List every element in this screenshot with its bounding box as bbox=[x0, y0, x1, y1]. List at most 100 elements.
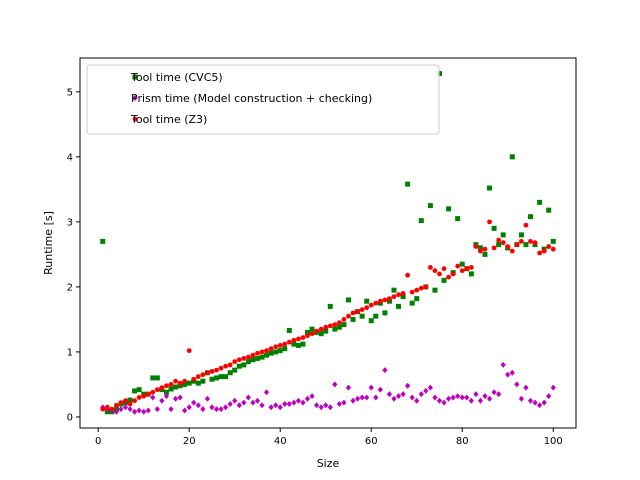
data-point bbox=[259, 349, 265, 355]
data-point bbox=[291, 341, 297, 347]
data-point bbox=[145, 391, 151, 397]
data-point bbox=[123, 398, 128, 404]
data-point bbox=[318, 404, 324, 411]
data-point bbox=[218, 365, 224, 371]
data-point bbox=[241, 399, 247, 406]
data-point bbox=[291, 399, 297, 406]
data-point bbox=[528, 238, 533, 244]
data-point bbox=[541, 399, 547, 406]
x-tick-label: 20 bbox=[183, 436, 196, 447]
data-point bbox=[373, 394, 379, 401]
data-point bbox=[204, 395, 211, 402]
data-point bbox=[473, 391, 479, 398]
data-point bbox=[405, 382, 411, 389]
data-point bbox=[245, 394, 251, 401]
data-point bbox=[286, 400, 292, 407]
data-point bbox=[286, 327, 292, 333]
data-point bbox=[168, 406, 174, 413]
data-point bbox=[341, 317, 347, 322]
data-point bbox=[518, 395, 524, 402]
data-point bbox=[409, 289, 415, 295]
data-point bbox=[163, 389, 169, 395]
data-point bbox=[518, 238, 524, 244]
data-point bbox=[409, 300, 415, 306]
data-point bbox=[245, 359, 251, 365]
plot-frame bbox=[79, 57, 577, 429]
data-point bbox=[509, 248, 515, 254]
data-point bbox=[250, 352, 256, 358]
data-point bbox=[468, 271, 474, 277]
data-point bbox=[277, 343, 283, 348]
data-point bbox=[214, 367, 219, 373]
data-point bbox=[277, 348, 283, 354]
data-point bbox=[368, 302, 374, 308]
data-point bbox=[546, 244, 552, 249]
data-point bbox=[118, 406, 124, 413]
data-point bbox=[227, 370, 233, 376]
data-point bbox=[368, 384, 374, 391]
data-point bbox=[327, 303, 333, 309]
data-point bbox=[527, 397, 534, 404]
data-point bbox=[236, 363, 242, 369]
data-point bbox=[200, 406, 206, 413]
data-point bbox=[223, 404, 229, 411]
data-point bbox=[382, 367, 388, 374]
legend: Tool time (CVC5) Prism time (Model constr… bbox=[86, 64, 440, 135]
data-point bbox=[241, 362, 247, 368]
data-point bbox=[218, 374, 224, 380]
data-point bbox=[136, 407, 142, 414]
data-point bbox=[168, 382, 174, 387]
data-point bbox=[232, 367, 238, 373]
data-point bbox=[550, 246, 556, 252]
data-point bbox=[487, 185, 493, 191]
series-3 bbox=[100, 219, 556, 412]
legend-entry-label: Prism time (Model construction + checkin… bbox=[131, 92, 372, 105]
data-point bbox=[195, 380, 201, 386]
data-point bbox=[491, 245, 497, 251]
data-point bbox=[191, 399, 197, 406]
data-point bbox=[423, 387, 429, 394]
data-point bbox=[364, 394, 370, 401]
data-point bbox=[114, 402, 119, 408]
data-point bbox=[523, 222, 529, 228]
data-point bbox=[127, 401, 133, 407]
data-point bbox=[195, 374, 201, 380]
legend-marker bbox=[132, 95, 138, 101]
data-point bbox=[132, 398, 138, 404]
data-point bbox=[182, 407, 188, 414]
data-point bbox=[523, 384, 529, 391]
data-point bbox=[223, 374, 229, 380]
data-point bbox=[368, 318, 374, 324]
data-point bbox=[273, 402, 279, 409]
data-point bbox=[332, 322, 338, 328]
data-point bbox=[295, 397, 302, 404]
data-point bbox=[455, 263, 461, 269]
data-point bbox=[345, 297, 351, 303]
data-point bbox=[336, 400, 342, 407]
data-point bbox=[537, 199, 543, 205]
data-point bbox=[477, 397, 484, 404]
data-point bbox=[491, 225, 497, 231]
data-point bbox=[241, 356, 247, 361]
data-point bbox=[441, 399, 447, 406]
data-point bbox=[432, 287, 438, 293]
data-point bbox=[127, 397, 133, 403]
data-point bbox=[159, 397, 165, 404]
data-point bbox=[268, 350, 274, 356]
data-point bbox=[414, 397, 420, 404]
data-point bbox=[127, 406, 133, 413]
data-point bbox=[218, 406, 224, 413]
data-point bbox=[232, 397, 238, 404]
data-point bbox=[382, 310, 388, 316]
y-tick-label: 3 bbox=[67, 217, 73, 228]
data-point bbox=[295, 342, 301, 348]
data-point bbox=[536, 402, 543, 409]
data-point bbox=[209, 369, 215, 374]
data-point bbox=[177, 380, 183, 386]
data-point bbox=[109, 406, 115, 412]
data-point bbox=[432, 394, 438, 401]
data-point bbox=[427, 384, 433, 391]
data-point bbox=[400, 391, 406, 398]
data-point bbox=[113, 408, 120, 415]
data-point bbox=[214, 375, 220, 381]
